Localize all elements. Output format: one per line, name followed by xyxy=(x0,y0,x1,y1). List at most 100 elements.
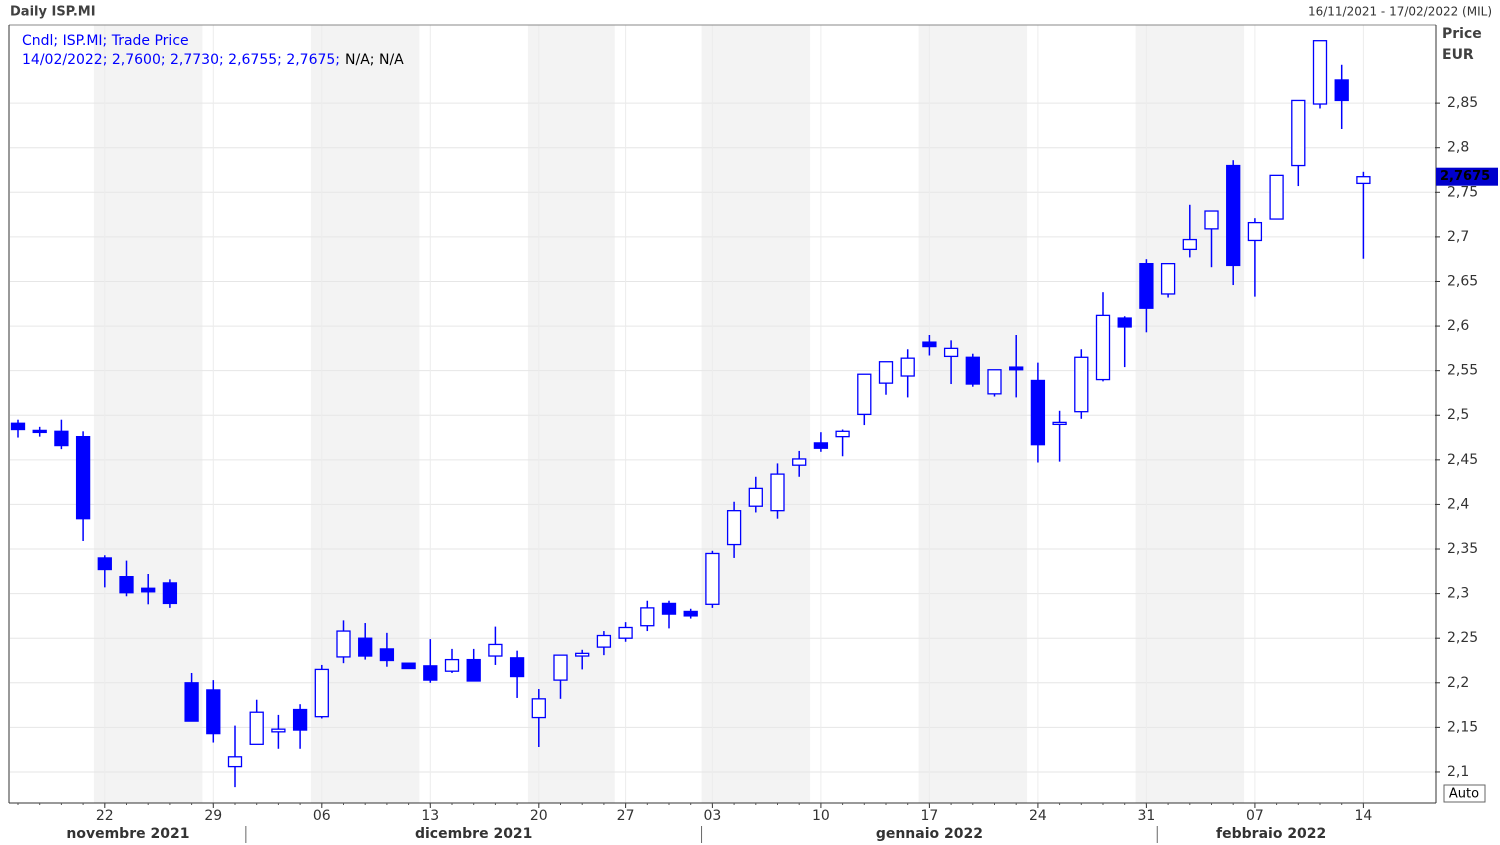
date-range: 16/11/2021 - 17/02/2022 (MIL) xyxy=(1308,5,1492,19)
candle-body xyxy=(249,711,264,745)
month-label: novembre 2021 xyxy=(66,826,189,842)
grid xyxy=(10,25,1435,803)
candle-body xyxy=(292,708,308,731)
candle-body xyxy=(943,347,959,358)
candle-body xyxy=(1247,221,1263,242)
y-tick-label: 2,4 xyxy=(1447,496,1469,512)
candle-body xyxy=(1074,356,1089,413)
y-tick-label: 2,75 xyxy=(1447,184,1478,200)
auto-label[interactable]: Auto xyxy=(1449,787,1479,802)
candle-body xyxy=(575,652,590,657)
week-bands xyxy=(93,25,1245,803)
candle-body xyxy=(705,552,720,605)
x-tick-label: 24 xyxy=(1029,808,1047,824)
x-tick-label: 17 xyxy=(920,808,938,824)
candle-body xyxy=(271,728,286,733)
y-axis-unit: EUR xyxy=(1442,47,1474,63)
candle-body xyxy=(10,422,26,431)
month-label: dicembre 2021 xyxy=(415,826,532,842)
legend-values: 14/02/2022; 2,7600; 2,7730; 2,6755; 2,76… xyxy=(22,52,404,68)
week-band xyxy=(527,25,615,803)
month-label: gennaio 2022 xyxy=(876,826,983,842)
y-tick-label: 2,8 xyxy=(1447,140,1469,156)
candle-body xyxy=(922,341,937,348)
candle-body xyxy=(1334,79,1349,102)
candle-body xyxy=(770,473,785,512)
x-tick-label: 03 xyxy=(703,808,721,824)
y-tick-label: 2,6 xyxy=(1447,318,1469,334)
week-band xyxy=(918,25,1028,803)
candle-body xyxy=(423,665,438,681)
candle-body xyxy=(857,373,872,416)
candle-body xyxy=(813,442,829,449)
candle-body xyxy=(1356,176,1371,185)
candle-body xyxy=(965,356,980,385)
week-band xyxy=(1135,25,1245,803)
x-tick-label: 31 xyxy=(1137,808,1155,824)
legend-extra: N/A; N/A xyxy=(345,52,404,68)
x-tick-label: 27 xyxy=(617,808,635,824)
y-tick-label: 2,15 xyxy=(1447,719,1478,735)
legend-ohlc: 14/02/2022; 2,7600; 2,7730; 2,6755; 2,76… xyxy=(22,52,340,68)
candle-body xyxy=(358,637,373,657)
x-tick-label: 06 xyxy=(313,808,331,824)
candle-body xyxy=(1160,262,1176,295)
candle-body xyxy=(401,662,416,670)
candles xyxy=(10,40,1371,788)
candle-body xyxy=(1095,314,1111,381)
candle-body xyxy=(162,582,178,605)
candle-body xyxy=(466,658,481,682)
candle-body xyxy=(878,361,894,384)
candle-body xyxy=(1117,317,1132,328)
candle-body xyxy=(618,626,633,639)
week-band xyxy=(701,25,811,803)
candle-body xyxy=(32,429,47,434)
candle-body xyxy=(119,576,134,594)
candle-body xyxy=(661,602,677,615)
candle-body xyxy=(1291,99,1306,167)
x-tick-label: 14 xyxy=(1354,808,1372,824)
y-tick-label: 2,3 xyxy=(1447,586,1469,602)
y-tick-label: 2,5 xyxy=(1447,407,1469,423)
week-band xyxy=(310,25,420,803)
auto-button[interactable] xyxy=(1443,784,1486,803)
candle-body xyxy=(1269,174,1284,220)
candle-body xyxy=(900,357,915,377)
candle-body xyxy=(553,654,568,681)
candle-body xyxy=(1226,164,1241,267)
last-price-label: 2,7675 xyxy=(1440,169,1490,184)
candle-body xyxy=(336,630,351,658)
y-tick-label: 2,45 xyxy=(1447,452,1478,468)
y-axis-label: Price xyxy=(1442,26,1482,42)
candle-body xyxy=(54,430,69,447)
candle-body xyxy=(640,607,655,627)
week-band xyxy=(93,25,203,803)
y-tick-label: 2,85 xyxy=(1447,95,1478,111)
x-tick-label: 22 xyxy=(96,808,114,824)
y-tick-label: 2,1 xyxy=(1447,764,1469,780)
month-label: febbraio 2022 xyxy=(1216,826,1326,842)
candle-body xyxy=(206,689,221,735)
x-tick-label: 07 xyxy=(1246,808,1264,824)
candle-body xyxy=(509,657,525,678)
candle-body xyxy=(792,458,807,466)
candle-body xyxy=(1312,40,1328,105)
y-tick-label: 2,55 xyxy=(1447,363,1478,379)
candle-body xyxy=(596,634,612,648)
x-tick-label: 13 xyxy=(421,808,439,824)
candle-body xyxy=(184,682,199,722)
candle-body xyxy=(1182,238,1197,251)
candle-body xyxy=(1009,366,1024,371)
candle-body xyxy=(314,668,329,718)
candle-body xyxy=(1139,262,1154,309)
last-price-box xyxy=(1436,167,1498,186)
candle-body xyxy=(227,756,243,768)
y-tick-label: 2,35 xyxy=(1447,541,1478,557)
candle-body xyxy=(987,369,1002,395)
candle-body xyxy=(379,648,395,662)
candle-body xyxy=(726,510,742,546)
y-tick-label: 2,7 xyxy=(1447,229,1469,245)
candle-body xyxy=(835,430,850,438)
candle-body xyxy=(748,487,763,507)
